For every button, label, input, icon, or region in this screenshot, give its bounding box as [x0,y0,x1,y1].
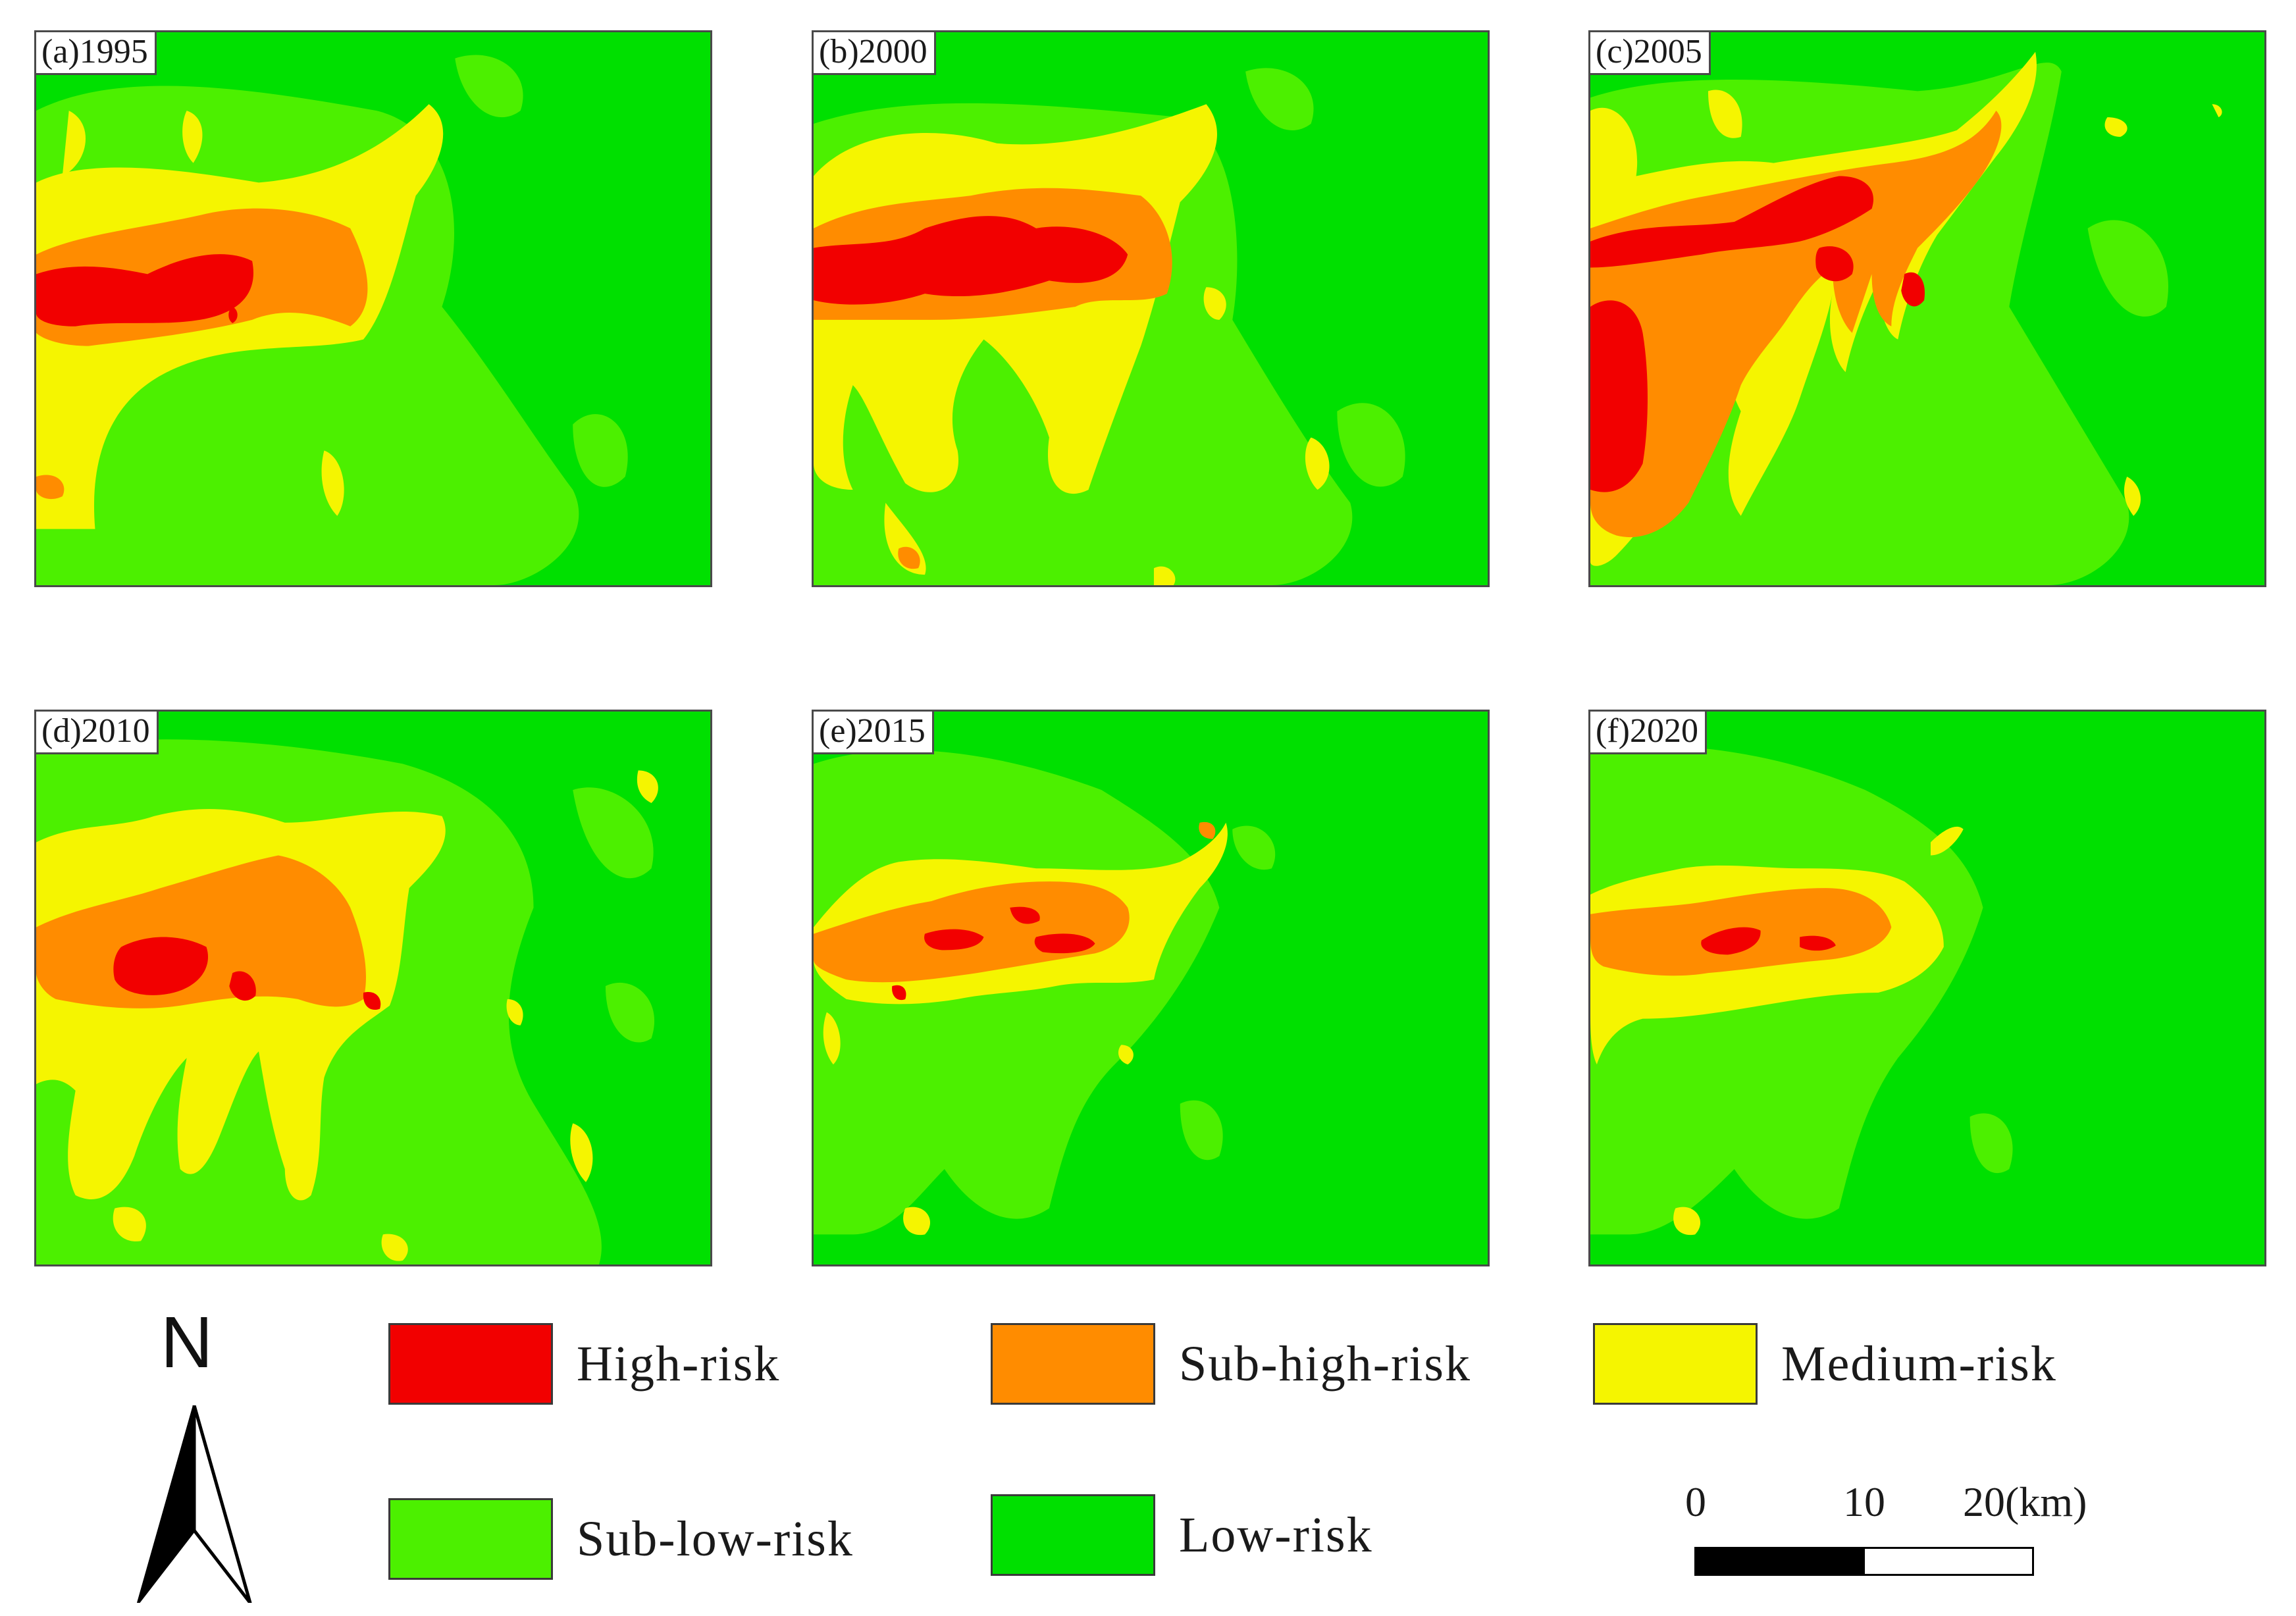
panel-label-2010: (d)2010 [36,712,159,754]
legend-item-medium-risk: Medium-risk [1593,1323,2057,1405]
map-panel-2000: (b)2000 [812,30,1490,587]
north-arrow: N [132,1307,263,1616]
map-panel-2015: (e)2015 [812,710,1490,1266]
risk-map-2015 [814,712,1488,1264]
risk-map-2000 [814,32,1488,585]
risk-map-1995 [36,32,710,585]
legend-item-low-risk: Low-risk [991,1494,1373,1576]
risk-map-2020 [1590,712,2264,1264]
legend-label-low-risk: Low-risk [1179,1507,1373,1563]
scale-bar-black-segment [1694,1547,1863,1576]
legend-swatch-low-risk [991,1494,1155,1576]
legend-item-high-risk: High-risk [388,1323,780,1405]
map-panel-2010: (d)2010 [34,710,712,1266]
legend-label-medium-risk: Medium-risk [1781,1336,2057,1392]
scale-tick-0: 0 [1685,1478,1706,1525]
scale-bar-white-segment [1863,1547,2034,1576]
legend-label-sub-low-risk: Sub-low-risk [577,1511,854,1567]
legend-swatch-medium-risk [1593,1323,1758,1405]
legend-label-high-risk: High-risk [577,1336,781,1392]
scale-tick-10: 10 [1843,1478,1885,1525]
legend-swatch-high-risk [388,1323,553,1405]
map-panel-2020: (f)2020 [1588,710,2266,1266]
scale-bar: 0 10 20(km) [1685,1481,2120,1580]
map-panel-1995: (a)1995 [34,30,712,587]
legend-swatch-sub-low-risk [388,1498,553,1580]
risk-map-2010 [36,712,710,1264]
panel-label-2000: (b)2000 [814,32,936,75]
scale-tick-20km: 20(km) [1963,1478,2087,1525]
panel-label-1995: (a)1995 [36,32,157,75]
legend-swatch-sub-high-risk [991,1323,1155,1405]
panel-label-2015: (e)2015 [814,712,934,754]
legend-label-sub-high-risk: Sub-high-risk [1179,1336,1471,1392]
panel-label-2020: (f)2020 [1590,712,1707,754]
north-letter: N [161,1302,213,1383]
risk-map-2005 [1590,32,2264,585]
legend-item-sub-high-risk: Sub-high-risk [991,1323,1471,1405]
legend-item-sub-low-risk: Sub-low-risk [388,1498,854,1580]
north-arrow-icon [137,1405,252,1603]
map-panel-2005: (c)2005 [1588,30,2266,587]
panel-label-2005: (c)2005 [1590,32,1711,75]
